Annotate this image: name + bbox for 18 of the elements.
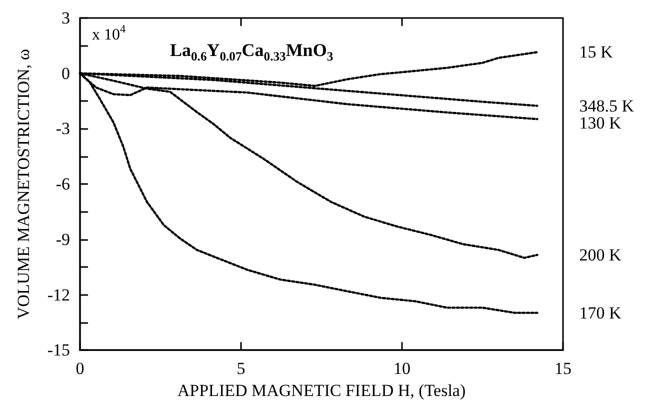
y-tick-label: -6	[56, 174, 70, 194]
y-axis-title: VOLUME MAGNETOSTRICTION, ω	[14, 48, 33, 320]
y-tick-label: -3	[56, 119, 70, 138]
y-tick-label: 3	[62, 8, 70, 28]
x-tick-label: 0	[76, 359, 84, 378]
text: 170 K	[579, 303, 622, 322]
text: 130 K	[579, 113, 622, 132]
text: 200 K	[579, 245, 622, 264]
text: 15 K	[579, 42, 614, 62]
y-tick-label: 0	[62, 64, 70, 83]
y-tick-label: -9	[56, 230, 70, 249]
y-tick-label: -12	[47, 285, 70, 304]
x-axis-title: APPLIED MAGNETIC FIELD H, (Tesla)	[177, 381, 466, 400]
x-tick-label: 10	[394, 359, 410, 378]
y-tick-label: -15	[47, 340, 70, 360]
text: 348.5 K	[579, 96, 635, 116]
x-tick-label: 5	[236, 359, 246, 378]
x-tick-label: 15	[554, 359, 572, 378]
